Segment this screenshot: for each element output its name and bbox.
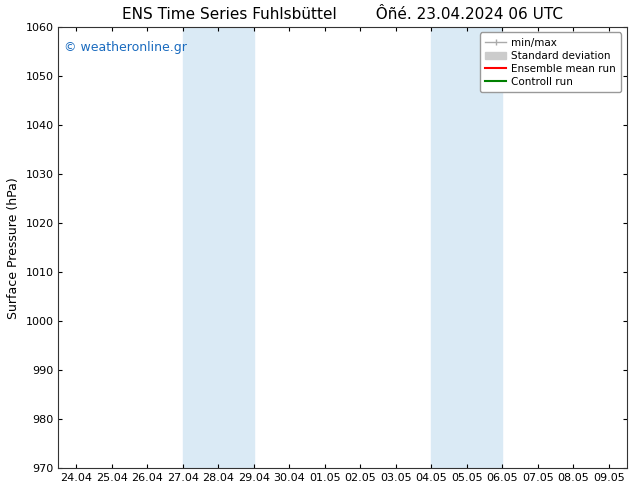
Bar <box>183 27 254 468</box>
Text: © weatheronline.gr: © weatheronline.gr <box>64 41 187 53</box>
Y-axis label: Surface Pressure (hPa): Surface Pressure (hPa) <box>7 177 20 318</box>
Bar <box>431 27 502 468</box>
Title: ENS Time Series Fuhlsbüttel        Ôñé. 23.04.2024 06 UTC: ENS Time Series Fuhlsbüttel Ôñé. 23.04.2… <box>122 7 563 22</box>
Legend: min/max, Standard deviation, Ensemble mean run, Controll run: min/max, Standard deviation, Ensemble me… <box>480 32 621 92</box>
